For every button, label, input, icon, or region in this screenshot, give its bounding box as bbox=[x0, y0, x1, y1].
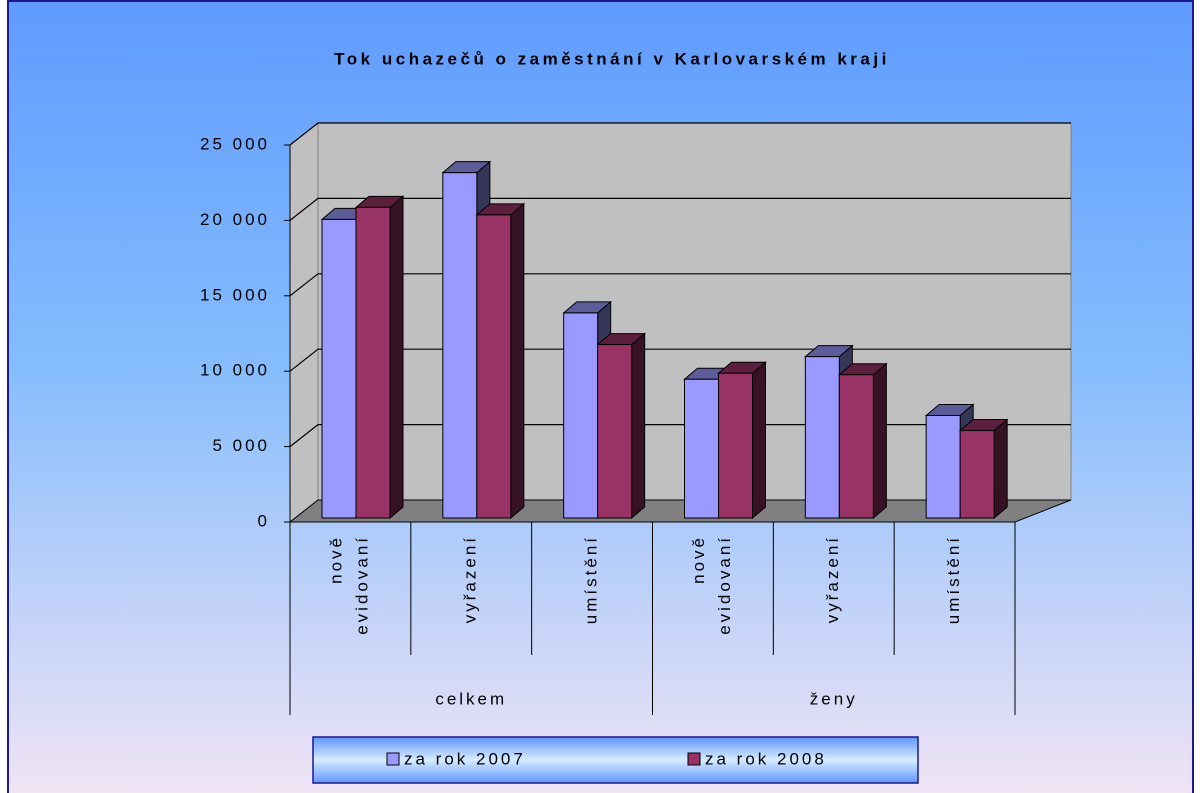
bar-side bbox=[993, 418, 1008, 520]
bar-side bbox=[631, 332, 646, 520]
bar-side bbox=[510, 202, 525, 520]
legend-label: za rok 2008 bbox=[705, 749, 827, 768]
y-tick-label: 5 000 bbox=[212, 436, 270, 455]
grid-line bbox=[289, 122, 1071, 146]
legend bbox=[312, 736, 919, 784]
x-tick-label: vyřazení bbox=[823, 535, 842, 623]
bar bbox=[476, 214, 512, 519]
bar bbox=[321, 218, 357, 519]
bar bbox=[925, 414, 961, 519]
x-tick-label: nově evidovaní bbox=[689, 535, 734, 635]
bar bbox=[684, 378, 719, 519]
y-tick-label: 0 bbox=[258, 511, 270, 530]
legend-swatch bbox=[687, 752, 701, 766]
y-tick-label: 25 000 bbox=[200, 134, 270, 153]
bar bbox=[597, 344, 633, 519]
legend-swatch bbox=[386, 752, 400, 766]
bar-side bbox=[872, 362, 887, 520]
y-tick-label: 15 000 bbox=[200, 285, 270, 304]
bar bbox=[355, 206, 391, 519]
y-tick-label: 10 000 bbox=[200, 361, 270, 380]
grid-line bbox=[289, 197, 1071, 221]
x-tick-line: evidovaní bbox=[353, 535, 372, 635]
x-tick-label: vyřazení bbox=[461, 535, 480, 623]
x-tick-line: evidovaní bbox=[715, 535, 734, 635]
chart-title: Tok uchazečů o zaměstnání v Karlovarském… bbox=[334, 49, 890, 68]
group-label: ženy bbox=[810, 689, 858, 708]
bar bbox=[959, 430, 995, 519]
bar bbox=[442, 172, 478, 519]
x-tick-line: nově bbox=[689, 535, 708, 584]
grid-line bbox=[289, 273, 1071, 297]
bar bbox=[718, 372, 753, 519]
legend-label: za rok 2007 bbox=[404, 749, 526, 768]
group-label: celkem bbox=[435, 689, 507, 708]
bar bbox=[563, 312, 599, 519]
y-tick-label: 20 000 bbox=[200, 210, 270, 229]
bar bbox=[804, 356, 840, 519]
side-wall bbox=[289, 121, 319, 524]
x-tick-line: nově bbox=[327, 535, 346, 584]
bar-side bbox=[389, 195, 404, 520]
x-tick-label: umístění bbox=[582, 535, 601, 624]
x-tick-label: nově evidovaní bbox=[327, 535, 372, 635]
x-tick-label: umístění bbox=[944, 535, 963, 624]
bar-side bbox=[752, 361, 766, 520]
bar bbox=[838, 374, 874, 519]
